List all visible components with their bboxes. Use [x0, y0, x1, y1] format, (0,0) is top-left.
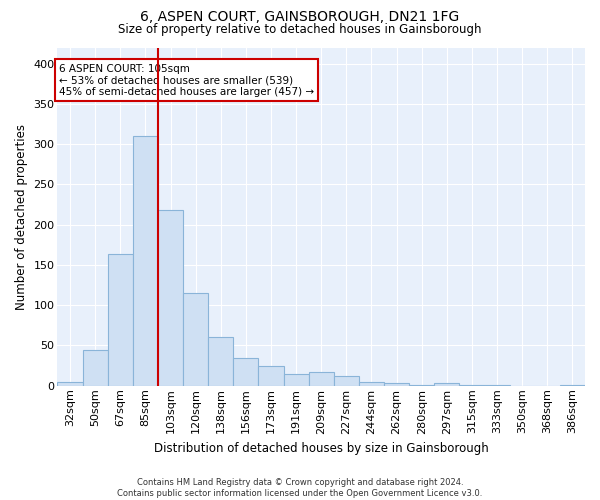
Y-axis label: Number of detached properties: Number of detached properties: [15, 124, 28, 310]
Bar: [409, 385, 434, 386]
Bar: [208, 338, 233, 386]
Text: Size of property relative to detached houses in Gainsborough: Size of property relative to detached ho…: [118, 22, 482, 36]
Bar: [83, 350, 108, 386]
Bar: [233, 358, 259, 386]
Bar: [434, 384, 460, 386]
Bar: [183, 293, 208, 386]
Bar: [133, 136, 158, 386]
Bar: [284, 374, 308, 386]
Bar: [308, 372, 334, 386]
Bar: [108, 254, 133, 386]
Bar: [259, 366, 284, 386]
Bar: [560, 385, 585, 386]
X-axis label: Distribution of detached houses by size in Gainsborough: Distribution of detached houses by size …: [154, 442, 488, 455]
Bar: [158, 210, 183, 386]
Bar: [460, 385, 485, 386]
Text: Contains HM Land Registry data © Crown copyright and database right 2024.
Contai: Contains HM Land Registry data © Crown c…: [118, 478, 482, 498]
Bar: [359, 382, 384, 386]
Bar: [58, 382, 83, 386]
Text: 6 ASPEN COURT: 105sqm
← 53% of detached houses are smaller (539)
45% of semi-det: 6 ASPEN COURT: 105sqm ← 53% of detached …: [59, 64, 314, 97]
Bar: [485, 385, 509, 386]
Bar: [384, 382, 409, 386]
Text: 6, ASPEN COURT, GAINSBOROUGH, DN21 1FG: 6, ASPEN COURT, GAINSBOROUGH, DN21 1FG: [140, 10, 460, 24]
Bar: [334, 376, 359, 386]
